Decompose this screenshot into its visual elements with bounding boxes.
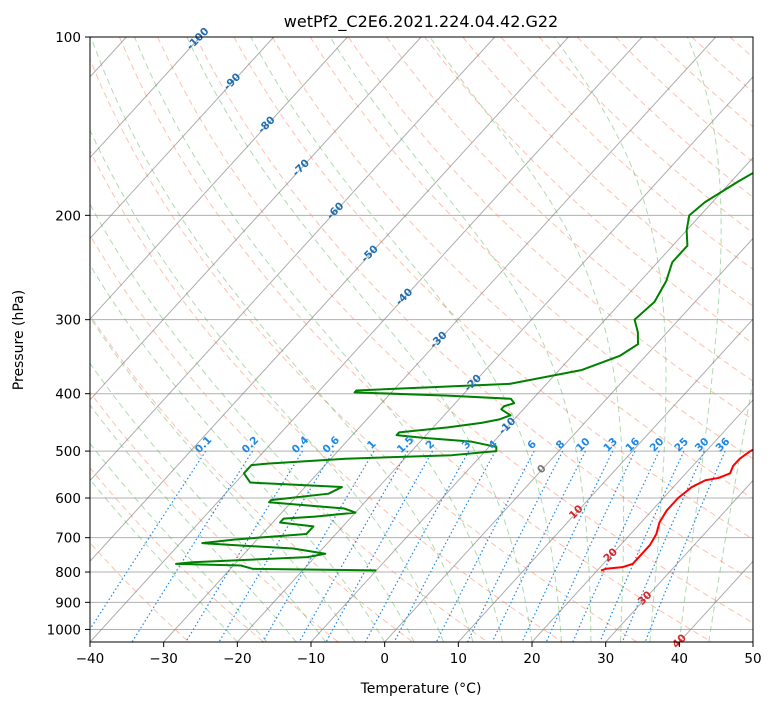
dry-adiabat bbox=[233, 37, 753, 540]
dry-adiabat bbox=[90, 149, 563, 642]
mixing-ratio-line bbox=[491, 450, 586, 642]
isotherm bbox=[163, 37, 717, 642]
y-tick-label: 500 bbox=[55, 444, 81, 460]
mixing-ratio-line bbox=[545, 450, 636, 642]
isotherm bbox=[310, 156, 753, 642]
mixing-ratio-line bbox=[466, 450, 564, 642]
isotherm bbox=[90, 37, 422, 401]
moist-adiabat bbox=[186, 37, 533, 642]
plot-background bbox=[90, 37, 753, 642]
x-tick-label: 20 bbox=[523, 651, 540, 667]
moist-adiabat bbox=[90, 37, 474, 642]
moist-adiabat bbox=[134, 37, 504, 642]
dry-adiabat bbox=[118, 37, 712, 642]
mixing-ratio-line bbox=[435, 450, 535, 642]
isotherm bbox=[90, 37, 496, 482]
dewpoint-trace bbox=[175, 171, 753, 572]
isotherm bbox=[605, 479, 753, 642]
dry-adiabat bbox=[347, 37, 753, 421]
moist-adiabat bbox=[708, 378, 753, 642]
mixing-ratio-line bbox=[572, 450, 660, 642]
dry-adiabat bbox=[157, 37, 753, 624]
isotherm bbox=[531, 399, 753, 642]
isotherm bbox=[90, 37, 569, 563]
isotherm bbox=[384, 237, 753, 642]
dry-adiabat bbox=[90, 58, 638, 642]
x-tick-label: −30 bbox=[149, 651, 178, 667]
mixing-ratio-lines bbox=[90, 450, 726, 642]
moist-adiabat bbox=[90, 128, 445, 642]
y-tick-label: 900 bbox=[55, 595, 81, 611]
moist-adiabat bbox=[90, 362, 327, 642]
dry-adiabat bbox=[90, 234, 488, 642]
x-tick-label: 0 bbox=[380, 651, 389, 667]
mixing-ratio-line bbox=[521, 450, 614, 642]
temperature-trace bbox=[600, 448, 753, 572]
dry-adiabat bbox=[90, 467, 264, 642]
x-tick-label: 30 bbox=[597, 651, 614, 667]
isotherms bbox=[90, 37, 753, 642]
mixing-ratio-line bbox=[393, 450, 496, 642]
y-axis-ticks: 100 200 300 400 500 600 700 800 900 1000 bbox=[47, 30, 90, 638]
moist-adiabat bbox=[90, 264, 386, 642]
dry-adiabat bbox=[309, 37, 753, 460]
moist-adiabat bbox=[553, 37, 667, 642]
y-tick-label: 700 bbox=[55, 531, 81, 547]
dry-adiabat bbox=[195, 37, 753, 582]
isotherm bbox=[90, 37, 275, 240]
moist-adiabat bbox=[90, 316, 356, 642]
isotherm bbox=[457, 318, 753, 642]
x-tick-label: 50 bbox=[744, 651, 761, 667]
mixing-ratio-line bbox=[298, 450, 409, 642]
isotherm bbox=[236, 76, 753, 642]
x-tick-label: −20 bbox=[223, 651, 252, 667]
y-tick-label: 1000 bbox=[47, 622, 81, 638]
y-tick-label: 100 bbox=[55, 30, 81, 46]
x-axis-ticks: −40 −30 −20 −10 0 10 20 30 40 50 bbox=[76, 642, 762, 667]
isotherm bbox=[90, 37, 348, 320]
plot-frame bbox=[89, 36, 754, 643]
x-tick-label: −10 bbox=[297, 651, 326, 667]
sounding-traces bbox=[175, 171, 753, 572]
x-axis-label: Temperature (°C) bbox=[360, 681, 482, 697]
y-tick-label: 300 bbox=[55, 313, 81, 329]
y-tick-label: 800 bbox=[55, 565, 81, 581]
mixing-ratio-line bbox=[185, 450, 304, 642]
dry-adiabat bbox=[462, 37, 753, 307]
y-tick-label: 600 bbox=[55, 491, 81, 507]
x-tick-label: −40 bbox=[76, 651, 105, 667]
mixing-ratio-line bbox=[325, 450, 434, 642]
moist-adiabat bbox=[678, 37, 722, 642]
moist-adiabat bbox=[329, 37, 592, 642]
dry-adiabat bbox=[271, 37, 753, 500]
moist-adiabat bbox=[90, 404, 297, 642]
moist-adiabat bbox=[250, 37, 562, 642]
y-axis-label: Pressure (hPa) bbox=[11, 290, 27, 390]
y-tick-label: 200 bbox=[55, 208, 81, 224]
x-tick-label: 40 bbox=[671, 651, 688, 667]
isotherm bbox=[90, 37, 643, 642]
mixing-ratio-line bbox=[364, 450, 470, 642]
isotherm bbox=[90, 37, 201, 159]
y-tick-label: 400 bbox=[55, 387, 81, 403]
chart-title: wetPf2_C2E6.2021.224.04.42.G22 bbox=[284, 12, 558, 32]
moist-adiabat bbox=[429, 37, 625, 642]
x-tick-label: 10 bbox=[450, 651, 467, 667]
